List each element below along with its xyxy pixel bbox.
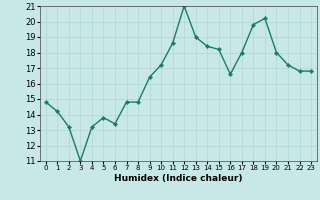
X-axis label: Humidex (Indice chaleur): Humidex (Indice chaleur) <box>114 174 243 183</box>
